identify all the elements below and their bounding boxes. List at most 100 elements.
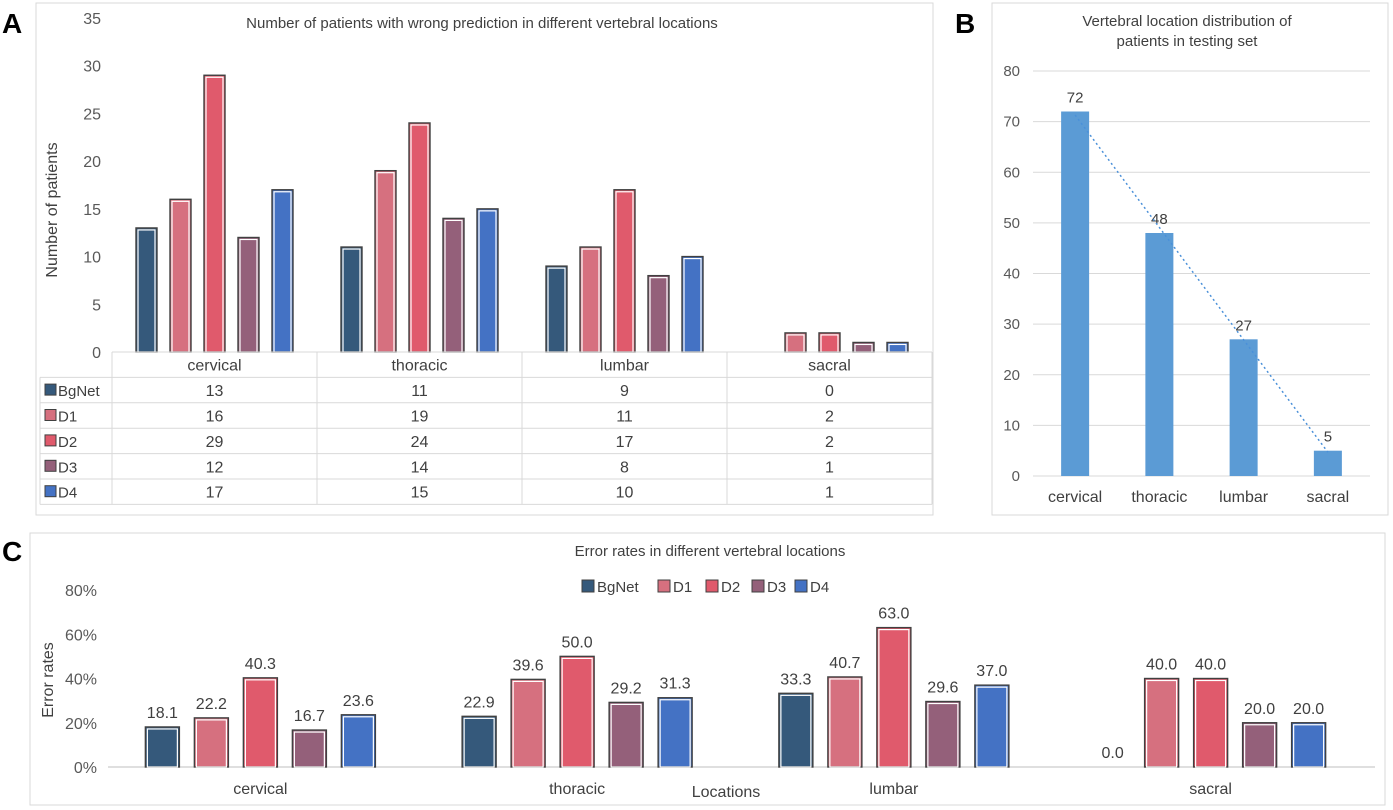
chart-c-legend-label-d1: D1 <box>673 579 692 596</box>
panel-b-frame <box>991 2 1389 516</box>
chart-c-xtick-lumbar: lumbar <box>869 781 919 798</box>
table-legend-key-d4 <box>44 485 57 498</box>
chart-c-legend-label-bgnet: BgNet <box>597 579 640 596</box>
chart-c-value-label-bgnet-lumbar: 33.3 <box>780 671 811 688</box>
table-cell-d1-sacral: 2 <box>825 409 834 426</box>
table-row-label-bgnet: BgNet <box>58 383 101 400</box>
chart-c-bar-d3-thoracic-inner <box>610 703 642 768</box>
chart-a-title: Number of patients with wrong prediction… <box>246 15 718 32</box>
chart-c-bar-d2-sacral-inner <box>1195 679 1227 768</box>
table-legend-key-d3 <box>44 459 57 472</box>
chart-b-xtick-thoracic: thoracic <box>1131 489 1187 506</box>
chart-c-bar-d2-thoracic <box>559 655 595 768</box>
chart-a: 0 5 10 15 20 25 30 35 <box>83 11 909 362</box>
chart-c-bar-d3-sacral-inner <box>1244 724 1276 768</box>
table-header-sacral: sacral <box>808 358 851 375</box>
chart-c-value-label-d4-sacral: 20.0 <box>1293 701 1324 718</box>
table-row-label-d2: D2 <box>58 434 77 451</box>
table-header-cervical: cervical <box>187 358 241 375</box>
chart-b-bar-lumbar <box>1229 339 1258 476</box>
chart-b-ytick-0: 0 <box>1012 468 1020 485</box>
chart-c-bar-d1-lumbar-inner <box>829 678 861 768</box>
chart-c-legend: BgNet D1 D2 D3 D4 <box>581 579 829 596</box>
chart-c-bar-bgnet-cervical <box>144 726 181 768</box>
chart-c-legend-key-bgnet <box>581 579 595 593</box>
chart-c-bar-d3-cervical <box>291 729 328 768</box>
chart-c-bar-d4-lumbar <box>974 684 1010 768</box>
chart-a-ytick-35: 35 <box>83 11 101 28</box>
chart-c-value-label-d4-cervical: 23.6 <box>343 693 374 710</box>
chart-c-bar-d2-sacral <box>1192 677 1229 768</box>
chart-b-xtick-cervical: cervical <box>1048 489 1102 506</box>
chart-c-bar-bgnet-thoracic <box>461 715 497 768</box>
chart-c-value-label-d2-thoracic: 50.0 <box>562 634 593 651</box>
chart-c: 0% 20% 40% 60% 80% cervical 18.1 22.2 40.3 16.7 23… <box>65 583 1375 798</box>
chart-c-bar-d4-thoracic-inner <box>659 699 691 768</box>
chart-c-bar-d2-lumbar-inner <box>878 629 910 768</box>
table-cell-d2-cervical: 29 <box>206 434 224 451</box>
table-cell-d1-cervical: 16 <box>206 409 224 426</box>
chart-a-bar-bgnet-lumbar <box>545 265 568 353</box>
chart-a-ytick-20: 20 <box>83 154 101 171</box>
panel-b-letter: B <box>955 8 975 39</box>
chart-a-bar-d4-lumbar <box>681 255 704 353</box>
chart-a-ytick-10: 10 <box>83 250 101 267</box>
chart-b-ytick-60: 60 <box>1003 164 1020 181</box>
chart-c-value-label-d3-lumbar: 29.6 <box>927 680 958 697</box>
chart-b-title-line1: Vertebral location distribution of <box>1082 13 1292 30</box>
chart-c-value-label-d4-lumbar: 37.0 <box>976 663 1007 680</box>
chart-c-ytick-80-: 80% <box>65 583 97 600</box>
chart-c-xtick-cervical: cervical <box>233 781 287 798</box>
chart-c-bar-d2-lumbar <box>876 626 912 768</box>
table-cell-d2-sacral: 2 <box>825 434 834 451</box>
chart-c-bar-d3-lumbar <box>925 700 961 768</box>
chart-b-ytick-20: 20 <box>1003 367 1020 384</box>
table-legend-key-d1 <box>44 409 57 421</box>
table-cell-d4-cervical: 17 <box>206 485 224 502</box>
table-header-lumbar: lumbar <box>600 358 650 375</box>
chart-b-ytick-40: 40 <box>1003 266 1020 283</box>
chart-c-value-label-d3-cervical: 16.7 <box>294 708 325 725</box>
table-cell-d4-lumbar: 10 <box>616 485 634 502</box>
chart-c-bar-d2-cervical <box>242 677 279 768</box>
chart-c-ytick-60-: 60% <box>65 627 97 644</box>
table-cell-d3-thoracic: 14 <box>411 459 429 476</box>
chart-b-ytick-80: 80 <box>1003 63 1020 80</box>
chart-c-bar-d1-sacral <box>1143 677 1180 768</box>
panel-c-frame <box>29 532 1386 806</box>
chart-c-bar-bgnet-lumbar-inner <box>780 694 812 768</box>
chart-c-legend-key-d3 <box>751 579 765 593</box>
table-cell-d2-thoracic: 24 <box>411 434 429 451</box>
chart-c-xlabel: Locations <box>692 784 761 801</box>
chart-c-bar-d4-sacral <box>1290 722 1327 768</box>
chart-a-ytick-15: 15 <box>83 202 101 219</box>
chart-c-ytick-0-: 0% <box>74 760 97 777</box>
chart-c-xtick-thoracic: thoracic <box>549 781 605 798</box>
chart-a-bar-d2-sacral <box>818 332 841 353</box>
chart-b-value-label-thoracic: 48 <box>1151 211 1168 228</box>
chart-b-bar-cervical <box>1061 111 1090 476</box>
chart-b-ytick-10: 10 <box>1003 417 1020 434</box>
chart-c-bar-d3-sacral <box>1241 722 1278 768</box>
chart-c-bar-d1-cervical-inner <box>195 719 227 768</box>
chart-c-bar-d4-thoracic <box>657 697 693 768</box>
table-cell-bgnet-lumbar: 9 <box>620 383 629 400</box>
chart-c-bar-d4-cervical <box>340 714 377 768</box>
chart-c-value-label-bgnet-cervical: 18.1 <box>147 705 178 722</box>
chart-a-bar-bgnet-thoracic <box>340 246 363 353</box>
chart-c-value-label-d1-sacral: 40.0 <box>1146 657 1177 674</box>
chart-c-value-label-d1-thoracic: 39.6 <box>513 657 544 674</box>
chart-c-bar-d2-thoracic-inner <box>561 657 593 768</box>
table-cell-d3-sacral: 1 <box>825 459 834 476</box>
chart-c-bar-d3-thoracic <box>608 701 644 768</box>
chart-a-bar-d1-thoracic <box>374 169 397 353</box>
chart-c-ytick-20-: 20% <box>65 716 97 733</box>
chart-c-bar-d1-thoracic <box>510 678 546 768</box>
table-cell-bgnet-thoracic: 11 <box>411 383 428 400</box>
chart-b: 0 10 20 30 40 50 60 70 80 72 cervical 48 thoracic 27 l… <box>1003 63 1370 506</box>
chart-c-value-label-d1-lumbar: 40.7 <box>829 655 860 672</box>
chart-c-title: Error rates in different vertebral locat… <box>575 543 846 560</box>
chart-c-value-label-bgnet-thoracic: 22.9 <box>464 694 495 711</box>
table-cell-bgnet-cervical: 13 <box>206 383 224 400</box>
